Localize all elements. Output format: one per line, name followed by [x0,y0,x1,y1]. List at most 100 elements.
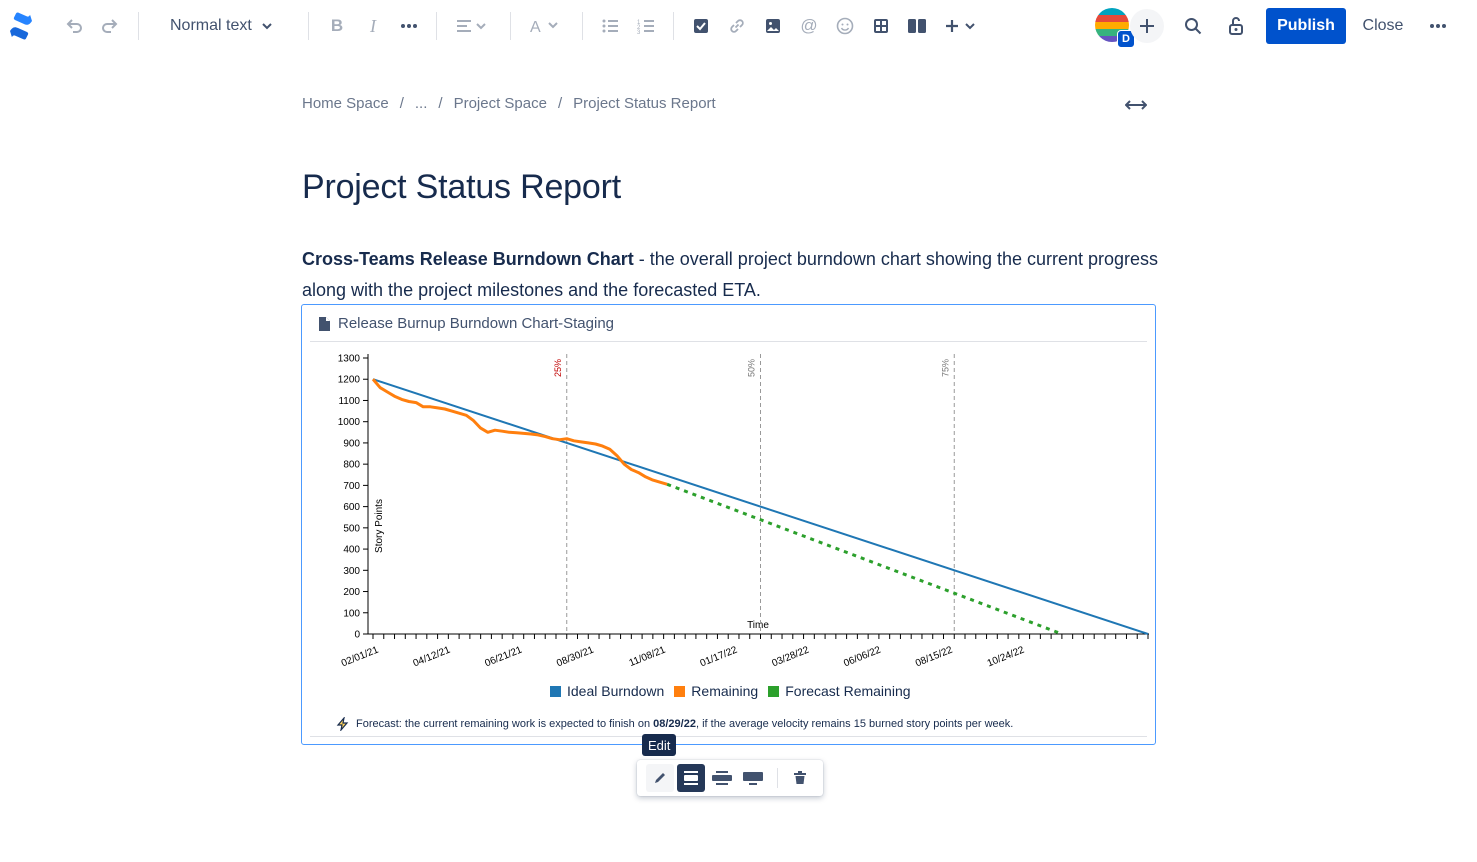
table-icon[interactable] [869,14,893,38]
y-tick-label: 300 [343,566,360,577]
svg-text:A: A [530,19,541,35]
undo-icon[interactable] [62,14,86,38]
restrictions-unlock-icon[interactable] [1224,14,1248,38]
toolbar-divider [510,12,511,40]
x-tick-label: 08/30/21 [555,644,596,669]
layout-wide-icon[interactable] [708,764,736,792]
y-tick-label: 100 [343,608,360,619]
text-color-icon[interactable]: A [527,14,563,38]
series-line-remaining [371,378,668,486]
intro-paragraph[interactable]: Cross-Teams Release Burndown Chart - the… [302,244,1162,306]
toolbar-divider [138,12,139,40]
milestone-label: 25% [553,359,563,377]
macro-header: Release Burnup Burndown Chart-Staging [318,315,614,332]
confluence-logo-icon[interactable] [7,12,35,40]
legend-item[interactable]: Forecast Remaining [768,683,911,699]
y-tick-label: 0 [354,630,360,641]
legend-item[interactable]: Ideal Burndown [550,683,664,699]
breadcrumb-current-page[interactable]: Project Status Report [573,95,716,112]
bullet-list-icon[interactable] [598,14,622,38]
close-button[interactable]: Close [1352,8,1414,44]
x-tick-label: 04/12/21 [412,644,453,669]
image-icon[interactable] [761,14,785,38]
svg-text:1: 1 [637,20,641,26]
layouts-icon[interactable] [905,14,929,38]
chevron-down-icon [262,23,272,30]
legend-label: Ideal Burndown [567,683,665,699]
page-title[interactable]: Project Status Report [302,168,621,206]
forecast-date: 08/29/22 [653,718,696,730]
macro-floating-toolbar [637,760,823,796]
x-tick-label: 08/15/22 [914,644,955,669]
series-line-ideal-burndown [372,378,1149,635]
edit-tooltip: Edit [642,734,677,756]
plus-icon [1140,19,1154,33]
breadcrumb: Home Space / ... / Project Space / Proje… [302,95,716,112]
forecast-suffix: , if the average velocity remains 15 bur… [695,718,1014,730]
legend-swatch [768,685,780,697]
intro-text: - the overall project burndown chart sho… [302,249,1159,300]
text-style-dropdown[interactable]: Normal text [160,10,284,42]
x-axis-title: Time [747,620,769,631]
edit-icon[interactable] [646,764,674,792]
x-tick-label: 06/21/21 [483,644,524,669]
burndown-chart: 0 100 200 300 400 500 600 700 800 900 1000 1100 1200… [338,354,1149,669]
more-actions-icon[interactable] [1426,14,1450,38]
breadcrumb-separator: / [557,95,563,112]
layout-center-icon[interactable] [677,764,705,792]
text-style-label: Normal text [170,17,252,34]
breadcrumb-separator: / [438,95,443,112]
mention-icon[interactable]: @ [800,16,818,35]
publish-button[interactable]: Publish [1266,8,1346,44]
align-icon[interactable] [455,14,491,38]
legend-item[interactable]: Remaining [674,683,758,699]
link-icon[interactable] [725,14,749,38]
insert-more-icon[interactable] [944,14,980,38]
y-tick-label: 900 [343,438,360,449]
more-formatting-icon[interactable] [397,14,421,38]
breadcrumb-ellipsis[interactable]: ... [414,95,428,112]
breadcrumb-project-space[interactable]: Project Space [453,95,547,112]
x-tick-label: 02/01/21 [340,644,381,669]
x-tick-label: 03/28/22 [770,644,811,669]
legend-label: Forecast Remaining [785,683,911,699]
y-tick-label: 1300 [338,354,361,365]
x-tick-label: 11/08/21 [628,644,668,669]
bold-icon[interactable]: B [330,16,344,35]
x-tick-label: 06/06/22 [842,644,883,669]
legend-label: Remaining [691,683,759,699]
toolbar-divider [308,12,309,40]
y-tick-label: 200 [343,587,360,598]
delete-icon[interactable] [786,764,814,792]
x-tick-label: 10/24/22 [986,644,1027,669]
redo-icon[interactable] [98,14,122,38]
lightning-icon [336,717,349,731]
avatar-badge: D [1117,30,1135,48]
legend-swatch [674,685,686,697]
y-tick-label: 400 [343,545,360,556]
x-tick-label: 01/17/22 [699,644,740,669]
search-icon[interactable] [1181,14,1205,38]
intro-bold: Cross-Teams Release Burndown Chart [302,249,634,269]
y-tick-label: 600 [343,502,360,513]
task-icon[interactable] [689,14,713,38]
breadcrumb-home-space[interactable]: Home Space [302,95,389,112]
document-icon [319,316,330,331]
y-tick-label: 1200 [338,375,361,386]
toolbar-divider [436,12,437,40]
forecast-note: Forecast: the current remaining work is … [336,717,1013,731]
invite-button[interactable] [1130,9,1164,43]
legend-swatch [550,685,561,697]
layout-full-width-icon[interactable] [739,764,767,792]
emoji-icon[interactable] [833,14,857,38]
full-width-toggle-icon[interactable] [1124,93,1148,117]
divider [310,736,1147,737]
italic-icon[interactable]: I [370,15,376,36]
avatar[interactable] [1095,8,1129,42]
divider [310,341,1147,342]
milestone-label: 75% [940,359,950,377]
forecast-prefix: Forecast: the current remaining work is … [356,718,654,730]
